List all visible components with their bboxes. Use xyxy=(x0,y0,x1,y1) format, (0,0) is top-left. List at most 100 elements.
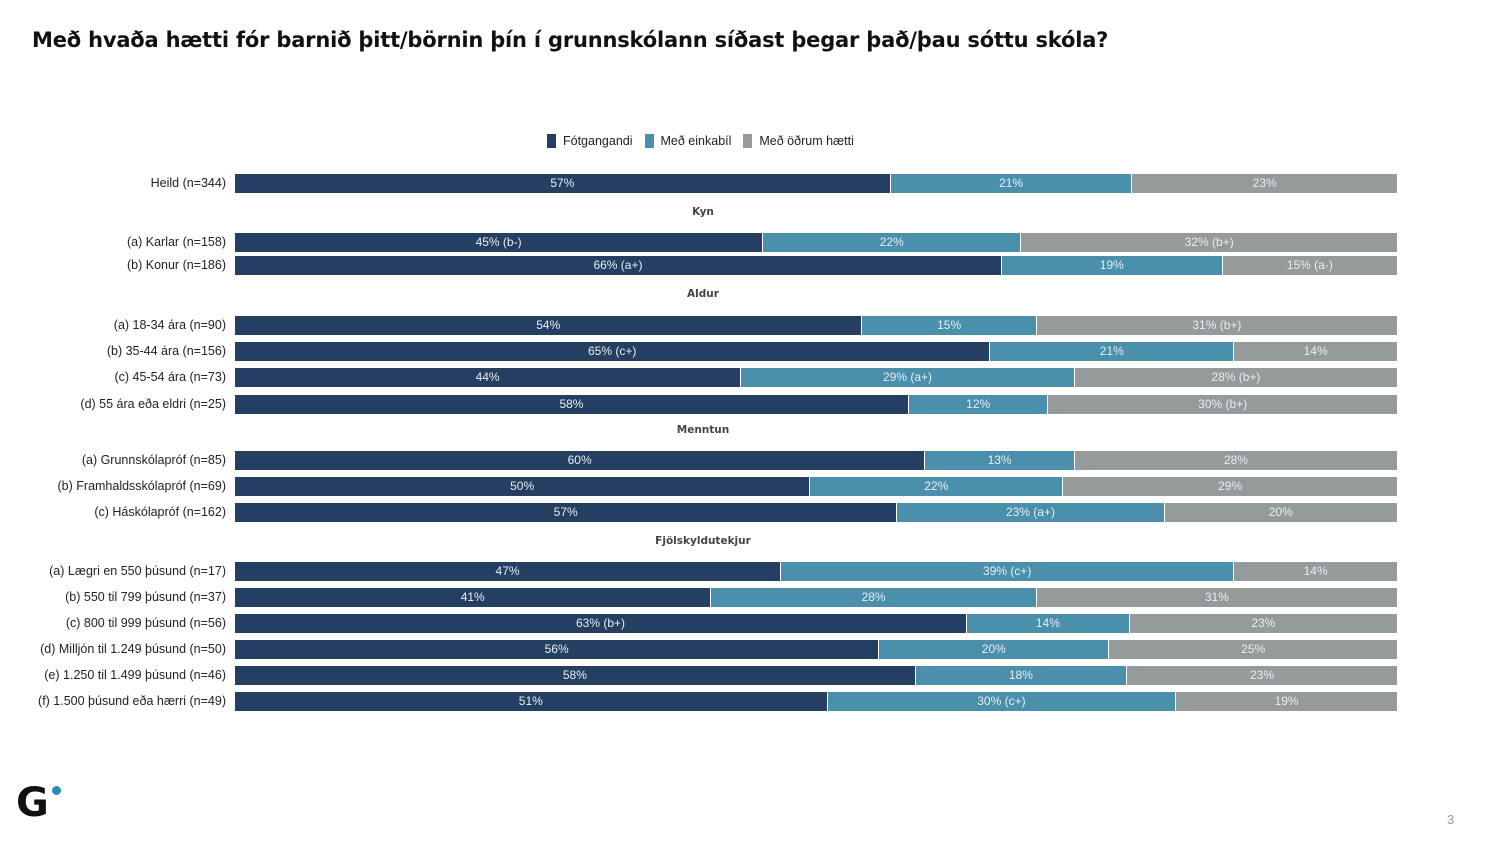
data-label: 20% xyxy=(1268,505,1293,519)
data-label: 45% (b-) xyxy=(475,235,522,249)
row-label: (b) 550 til 799 þúsund (n=37) xyxy=(65,590,226,604)
data-label: 23% xyxy=(1249,668,1275,682)
bar-segment-einkabil: 29% (a+) xyxy=(741,367,1075,387)
data-label: 29% xyxy=(1218,479,1243,493)
bar-segment-einkabil: 12% xyxy=(908,394,1049,414)
bar-segment-einkabil: 30% (c+) xyxy=(827,691,1177,711)
logo-dot-icon xyxy=(52,786,61,795)
data-label: 41% xyxy=(460,590,485,604)
bar-segment-einkabil: 39% (c+) xyxy=(781,561,1235,581)
bar-row: 58% 18% 23% xyxy=(235,665,1397,685)
bar-segment-einkabil: 13% xyxy=(925,450,1075,470)
bar-segment-odrum: 32% (b+) xyxy=(1021,232,1397,252)
bar-segment-einkabil: 22% xyxy=(810,476,1064,496)
data-label: 23% (a+) xyxy=(1005,505,1055,519)
bar-row: 45% (b-) 22% 32% (b+) xyxy=(235,232,1397,252)
data-label: 23% xyxy=(1251,616,1276,630)
data-label: 30% (c+) xyxy=(977,694,1026,708)
data-label: 60% xyxy=(567,453,592,467)
row-label: (f) 1.500 þúsund eða hærri (n=49) xyxy=(38,694,226,708)
data-label: 19% xyxy=(1099,258,1124,272)
bar-segment-fotgangandi: 45% (b-) xyxy=(235,232,764,252)
bar-segment-einkabil: 23% (a+) xyxy=(897,502,1165,522)
bar-segment-einkabil: 21% xyxy=(890,173,1133,193)
bar-segment-fotgangandi: 50% xyxy=(235,476,811,496)
bar-segment-odrum: 30% (b+) xyxy=(1048,394,1397,414)
bar-row: 51% 30% (c+) 19% xyxy=(235,691,1397,711)
bar-segment-fotgangandi: 63% (b+) xyxy=(235,613,968,633)
legend-swatch-odrum xyxy=(743,134,753,148)
row-label: (b) Konur (n=186) xyxy=(126,258,226,272)
group-header: Menntun xyxy=(676,424,730,436)
bar-segment-einkabil: 19% xyxy=(1001,255,1223,275)
bar-segment-odrum: 14% xyxy=(1234,561,1397,581)
row-label: Heild (n=344) xyxy=(150,176,226,190)
bar-segment-fotgangandi: 58% xyxy=(235,665,916,685)
data-label: 15% xyxy=(937,318,962,332)
legend-label: Með einkabíl xyxy=(660,134,732,148)
bar-row: 56% 20% 25% xyxy=(235,639,1397,659)
data-label: 66% (a+) xyxy=(593,258,643,272)
bar-segment-odrum: 31% xyxy=(1036,587,1397,607)
bar-segment-odrum: 28% xyxy=(1074,450,1397,470)
bar-segment-einkabil: 15% xyxy=(862,315,1037,335)
legend-item-fotgangandi: Fótgangandi xyxy=(547,134,633,148)
row-label: (d) Milljón til 1.249 þúsund (n=50) xyxy=(40,642,226,656)
data-label: 29% (a+) xyxy=(883,370,933,384)
bar-segment-odrum: 28% (b+) xyxy=(1074,367,1397,387)
row-label: (c) Háskólapróf (n=162) xyxy=(94,505,226,519)
data-label: 14% xyxy=(1035,616,1060,630)
data-label: 22% xyxy=(879,235,904,249)
bar-row: 41% 28% 31% xyxy=(235,587,1397,607)
bar-segment-odrum: 31% (b+) xyxy=(1036,315,1397,335)
gallup-logo: G xyxy=(16,780,49,826)
legend-swatch-einkabil xyxy=(644,134,654,148)
data-label: 58% xyxy=(559,397,584,411)
bar-segment-odrum: 23% xyxy=(1129,613,1397,633)
bar-segment-fotgangandi: 58% xyxy=(235,394,909,414)
row-label: (a) Grunnskólapróf (n=85) xyxy=(81,453,226,467)
group-header: Kyn xyxy=(692,206,714,218)
bar-segment-fotgangandi: 41% xyxy=(235,587,712,607)
group-header: Aldur xyxy=(687,288,719,300)
data-label: 18% xyxy=(1008,668,1033,682)
bar-row: 66% (a+) 19% 15% (a-) xyxy=(235,255,1397,275)
data-label: 58% xyxy=(562,668,587,682)
data-label: 51% xyxy=(518,694,543,708)
bar-row: 58% 12% 30% (b+) xyxy=(235,394,1397,414)
bar-segment-fotgangandi: 44% xyxy=(235,367,742,387)
bar-segment-odrum: 14% xyxy=(1234,341,1397,361)
bar-segment-einkabil: 20% xyxy=(879,639,1110,659)
bar-segment-odrum: 20% xyxy=(1164,502,1397,522)
data-label: 65% (c+) xyxy=(587,344,637,358)
row-label: (e) 1.250 til 1.499 þúsund (n=46) xyxy=(44,668,226,682)
data-label: 28% xyxy=(1223,453,1248,467)
data-label: 20% xyxy=(981,642,1006,656)
data-label: 50% xyxy=(510,479,535,493)
data-label: 30% (b+) xyxy=(1198,397,1248,411)
legend-item-einkabil: Með einkabíl xyxy=(644,134,732,148)
bar-segment-fotgangandi: 51% xyxy=(235,691,828,711)
bar-segment-einkabil: 18% xyxy=(915,665,1128,685)
group-header: Fjölskyldutekjur xyxy=(655,535,751,547)
row-label: (a) 18-34 ára (n=90) xyxy=(113,318,226,332)
page-number: 3 xyxy=(1447,812,1455,827)
bar-segment-odrum: 29% xyxy=(1063,476,1397,496)
data-label: 14% xyxy=(1303,344,1328,358)
data-label: 63% (b+) xyxy=(576,616,626,630)
bar-row: 47% 39% (c+) 14% xyxy=(235,561,1397,581)
bar-segment-fotgangandi: 60% xyxy=(235,450,926,470)
data-label: 21% xyxy=(999,176,1024,190)
row-label: (c) 800 til 999 þúsund (n=56) xyxy=(65,616,226,630)
bar-row: 57% 21% 23% xyxy=(235,173,1397,193)
data-label: 32% (b+) xyxy=(1184,235,1234,249)
data-label: 19% xyxy=(1274,694,1299,708)
bar-segment-fotgangandi: 65% (c+) xyxy=(235,341,991,361)
bar-row: 54% 15% 31% (b+) xyxy=(235,315,1397,335)
bar-row: 60% 13% 28% xyxy=(235,450,1397,470)
legend-item-odrum: Með öðrum hætti xyxy=(743,134,854,148)
bar-row: 57% 23% (a+) 20% xyxy=(235,502,1397,522)
row-label: (a) Lægri en 550 þúsund (n=17) xyxy=(49,564,226,578)
row-label: (c) 45-54 ára (n=73) xyxy=(114,370,226,384)
